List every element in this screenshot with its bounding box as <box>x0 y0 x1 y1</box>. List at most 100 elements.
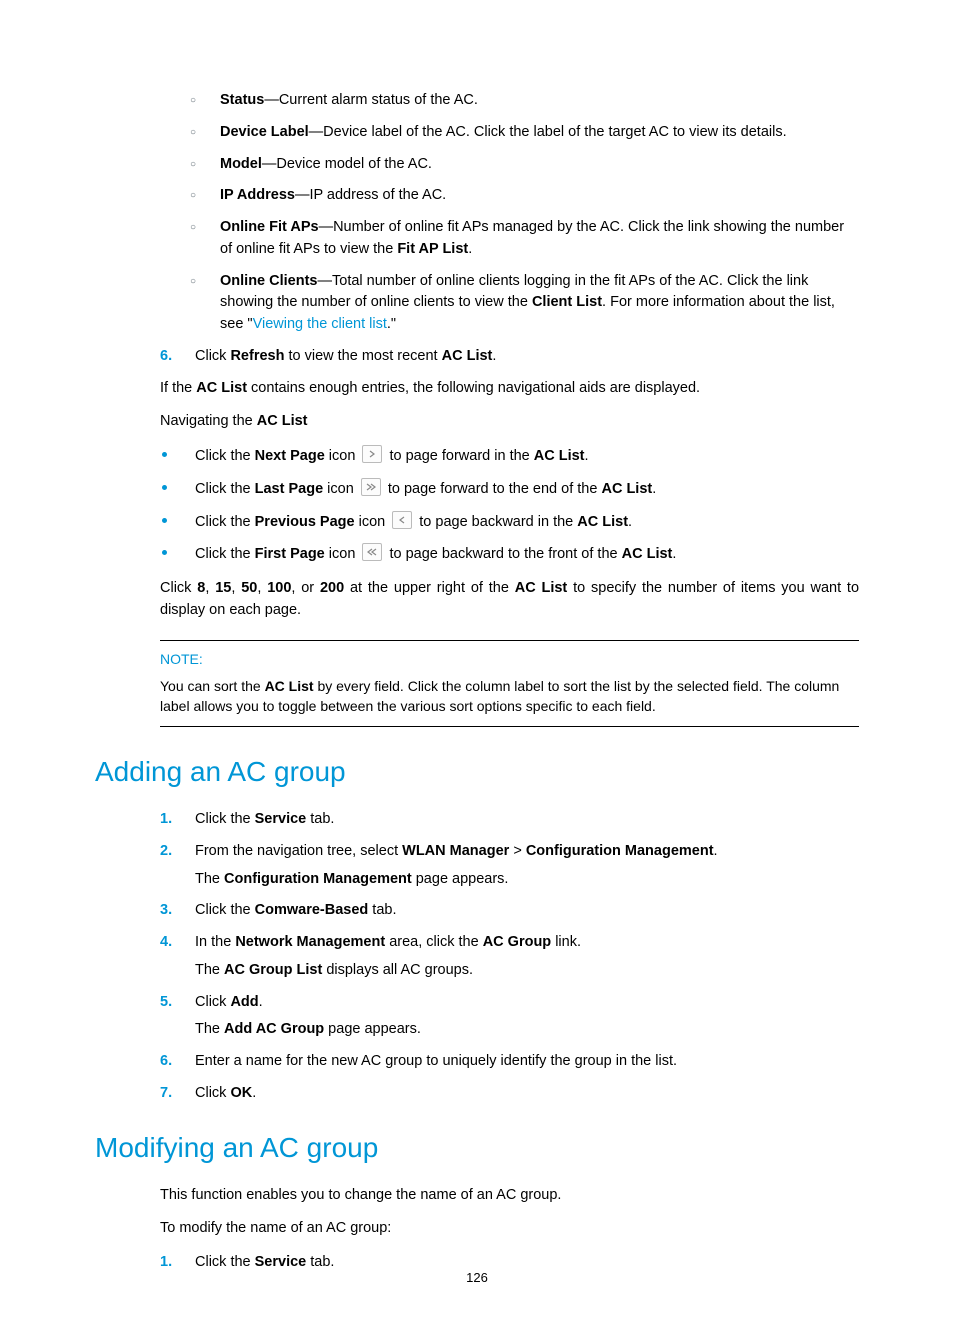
page-container: ○ Status—Current alarm status of the AC.… <box>0 0 954 1324</box>
text-part: The <box>195 962 224 978</box>
next-page-icon <box>362 445 382 463</box>
note-label: NOTE: <box>160 649 859 670</box>
text-part: icon <box>325 546 360 562</box>
adding-steps: 1. Click the Service tab. 2. From the na… <box>160 809 859 1105</box>
add-step-5-sub: The Add AC Group page appears. <box>195 1019 859 1041</box>
text-part: Click the <box>195 811 255 827</box>
text-part: Click <box>160 580 197 596</box>
text-part: displays all AC groups. <box>322 962 473 978</box>
first-page-icon <box>362 543 382 561</box>
step-number: 3. <box>160 900 172 922</box>
text-part: , or <box>291 580 320 596</box>
text-part: page appears. <box>412 871 509 887</box>
text-part: From the navigation tree, select <box>195 843 402 859</box>
circle-bullet-icon: ○ <box>190 157 196 172</box>
page-size-15: 15 <box>215 580 231 596</box>
mod-intro-1: This function enables you to change the … <box>160 1185 859 1207</box>
text-part: Navigating the <box>160 413 257 429</box>
nav-list: Click the Next Page icon to page forward… <box>160 445 859 566</box>
bold-ref: AC List <box>577 514 628 530</box>
text-part: Click <box>195 1085 230 1101</box>
bold-ref: AC Group List <box>224 962 322 978</box>
page-size-50: 50 <box>241 580 257 596</box>
add-step-3: 3. Click the Comware-Based tab. <box>160 900 859 922</box>
bold-ref: AC List <box>442 348 493 364</box>
bold-ref: Configuration Management <box>224 871 412 887</box>
bold-ref: AC List <box>265 678 314 694</box>
bold-ref: AC Group <box>483 934 551 950</box>
field-term: Online Fit APs <box>220 219 319 235</box>
page-number: 126 <box>0 1268 954 1288</box>
text-part: . <box>672 546 676 562</box>
text-part: to page forward in the <box>385 448 533 464</box>
nav-item-first-page: Click the First Page icon to page backwa… <box>160 543 859 566</box>
field-desc: —Device model of the AC. <box>262 156 432 172</box>
mod-intro-2: To modify the name of an AC group: <box>160 1218 859 1240</box>
text-part: The <box>195 1021 224 1037</box>
note-text: You can sort the AC List by every field.… <box>160 676 859 717</box>
dot-bullet-icon <box>162 452 167 457</box>
bold-ref: Fit AP List <box>397 241 468 257</box>
text-part: icon <box>355 514 390 530</box>
bold-ref: AC List <box>257 413 308 429</box>
text-part: icon <box>325 448 360 464</box>
bold-ref: AC List <box>622 546 673 562</box>
link-viewing-client-list[interactable]: Viewing the client list <box>253 316 387 332</box>
text-part: to page backward to the front of the <box>385 546 621 562</box>
text-part: , <box>231 580 241 596</box>
circle-bullet-icon: ○ <box>190 125 196 140</box>
bold-ref: Add AC Group <box>224 1021 324 1037</box>
circle-bullet-icon: ○ <box>190 93 196 108</box>
text-part: Click the <box>195 448 255 464</box>
add-step-7: 7. Click OK. <box>160 1083 859 1105</box>
step-number: 2. <box>160 841 172 863</box>
nav-item-next-page: Click the Next Page icon to page forward… <box>160 445 859 468</box>
text-part: Enter a name for the new AC group to uni… <box>195 1053 677 1069</box>
text-part: Click the <box>195 546 255 562</box>
nav-item-previous-page: Click the Previous Page icon to page bac… <box>160 511 859 534</box>
add-step-4: 4. In the Network Management area, click… <box>160 932 859 982</box>
text-part: ." <box>387 316 396 332</box>
page-size-100: 100 <box>267 580 291 596</box>
text-part: tab. <box>306 811 334 827</box>
text-part: The <box>195 871 224 887</box>
field-term: Device Label <box>220 124 309 140</box>
text-part: . <box>468 241 472 257</box>
text-part: . <box>259 994 263 1010</box>
dot-bullet-icon <box>162 518 167 523</box>
text-part: You can sort the <box>160 678 265 694</box>
field-desc: —Device label of the AC. Click the label… <box>309 124 787 140</box>
nav-item-last-page: Click the Last Page icon to page forward… <box>160 478 859 501</box>
text-part: to view the most recent <box>284 348 441 364</box>
text-part: Click <box>195 348 230 364</box>
heading-modifying-ac-group: Modifying an AC group <box>95 1127 859 1169</box>
modifying-block: This function enables you to change the … <box>160 1185 859 1274</box>
add-step-2-sub: The Configuration Management page appear… <box>195 869 859 891</box>
page-size-para: Click 8, 15, 50, 100, or 200 at the uppe… <box>160 578 859 622</box>
add-step-1: 1. Click the Service tab. <box>160 809 859 831</box>
last-page-icon <box>361 478 381 496</box>
bold-ref: WLAN Manager <box>402 843 509 859</box>
field-item-device-label: ○ Device Label—Device label of the AC. C… <box>160 122 859 144</box>
text-part: , <box>257 580 267 596</box>
text-part: Click the <box>195 514 255 530</box>
circle-bullet-icon: ○ <box>190 188 196 203</box>
field-desc: —Current alarm status of the AC. <box>264 92 478 108</box>
bold-ref: Refresh <box>230 348 284 364</box>
text-part: tab. <box>368 902 396 918</box>
bold-ref: OK <box>230 1085 252 1101</box>
circle-bullet-icon: ○ <box>190 274 196 289</box>
field-item-online-clients: ○ Online Clients—Total number of online … <box>160 271 859 336</box>
text-part: . <box>628 514 632 530</box>
text-part: Click the <box>195 902 255 918</box>
text-part: contains enough entries, the following n… <box>247 380 700 396</box>
text-part: . <box>714 843 718 859</box>
add-step-5: 5. Click Add. The Add AC Group page appe… <box>160 992 859 1042</box>
note-box: NOTE: You can sort the AC List by every … <box>160 640 859 728</box>
bold-ref: AC List <box>515 580 568 596</box>
bold-ref: Client List <box>532 294 602 310</box>
field-definitions: ○ Status—Current alarm status of the AC.… <box>160 90 859 622</box>
text-part: link. <box>551 934 581 950</box>
field-term: Online Clients <box>220 273 318 289</box>
step-number: 4. <box>160 932 172 954</box>
